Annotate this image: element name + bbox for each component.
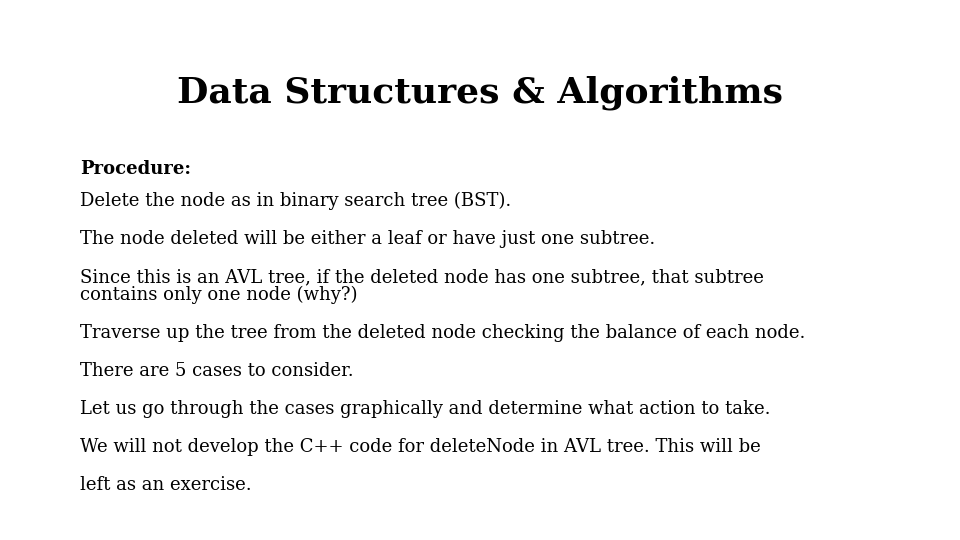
Text: Delete the node as in binary search tree (BST).: Delete the node as in binary search tree…: [80, 192, 512, 210]
Text: Procedure:: Procedure:: [80, 160, 191, 178]
Text: contains only one node (why?): contains only one node (why?): [80, 286, 357, 304]
Text: The node deleted will be either a leaf or have just one subtree.: The node deleted will be either a leaf o…: [80, 230, 656, 248]
Text: Since this is an AVL tree, if the deleted node has one subtree, that subtree: Since this is an AVL tree, if the delete…: [80, 268, 764, 286]
Text: We will not develop the C++ code for deleteNode in AVL tree. This will be: We will not develop the C++ code for del…: [80, 438, 760, 456]
Text: There are 5 cases to consider.: There are 5 cases to consider.: [80, 362, 353, 380]
Text: Let us go through the cases graphically and determine what action to take.: Let us go through the cases graphically …: [80, 400, 771, 418]
Text: Traverse up the tree from the deleted node checking the balance of each node.: Traverse up the tree from the deleted no…: [80, 324, 805, 342]
Text: left as an exercise.: left as an exercise.: [80, 476, 252, 494]
Text: Data Structures & Algorithms: Data Structures & Algorithms: [177, 75, 783, 110]
